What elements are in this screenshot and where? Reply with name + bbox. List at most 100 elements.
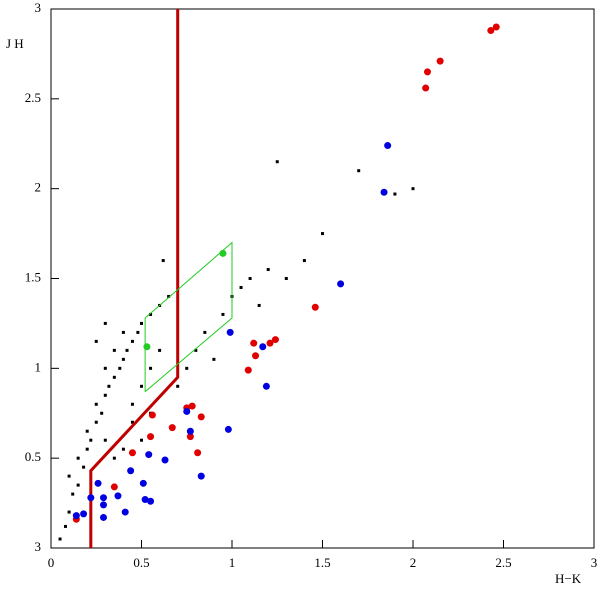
star-point [262,382,270,390]
plot-frame [50,8,595,549]
star-point [80,510,88,518]
star-point [380,188,388,196]
x-tick-label: 3 [591,555,598,570]
star-point [244,366,252,374]
star-point [487,27,495,35]
x-tick-label: 1 [229,555,236,570]
field-point [136,330,140,334]
star-point [121,508,129,516]
star-point [194,449,202,457]
star-point [110,483,118,491]
field-point [302,259,306,263]
star-point [423,68,431,76]
star-point [128,449,136,457]
field-point [140,321,143,325]
field-point [103,321,107,325]
field-point [103,438,107,442]
field-point [112,348,116,352]
star-point [266,339,274,347]
star-point [143,343,151,351]
field-point [185,366,189,370]
field-point [121,330,125,334]
y-axis-label: J H [6,36,24,51]
boundary-line [144,241,233,393]
x-axis-label: H−K [555,571,582,586]
field-point [167,294,171,298]
field-point [76,483,80,487]
x-tick-label: 0.5 [133,555,149,570]
field-point [63,524,67,528]
field-point [103,393,107,397]
star-point [226,328,234,336]
field-point [212,357,216,361]
field-point [94,339,98,343]
star-point [259,343,267,351]
star-point [168,424,176,432]
x-tick-label: 1.5 [314,555,330,570]
y-tick-label: 2.5 [25,90,41,105]
field-point [239,285,243,289]
field-point [130,402,134,406]
star-point [145,451,153,459]
field-point [130,339,134,343]
y-tick-label: 0.5 [25,449,41,464]
star-point [94,479,102,487]
star-point [337,280,345,288]
field-point [411,187,415,191]
star-point [99,494,107,502]
field-point [130,420,134,424]
y-tick-label: 2 [35,180,42,195]
star-point [114,492,122,500]
star-point [186,433,194,441]
field-point [112,375,116,379]
field-point [112,456,116,460]
field-point [140,438,143,442]
x-tick-label: 2.5 [495,555,511,570]
field-point [85,447,89,451]
field-point [94,420,98,424]
field-point [221,312,225,316]
y-tick-label: 1 [35,359,42,374]
field-point [82,465,86,469]
x-tick-label: 0 [48,555,55,570]
field-point [94,402,98,406]
field-point [140,384,143,388]
field-point [149,312,153,316]
field-point [161,259,165,263]
field-point [85,429,89,433]
field-point [357,169,361,173]
star-point [148,411,156,419]
star-point [147,433,155,441]
field-point [71,492,75,496]
field-point [103,366,107,370]
field-point [284,277,288,280]
field-point [257,303,261,307]
star-point [99,513,107,521]
field-point [100,411,104,415]
field-point [321,232,324,236]
field-point [176,384,180,388]
field-point [121,357,125,361]
field-point [194,348,198,352]
y-tick-label: 1.5 [25,269,41,284]
field-point [266,268,270,272]
star-point [183,407,191,415]
y-tick-label: 3 [35,539,42,554]
star-point [252,352,260,360]
field-point [149,366,153,370]
star-point [271,336,279,344]
field-point [76,456,80,460]
star-point [161,456,169,464]
star-point [384,142,392,150]
field-point [203,330,207,334]
field-point [275,160,279,164]
star-point [72,512,80,520]
field-point [125,348,129,352]
star-point [422,84,430,92]
y-tick-label: 3 [35,0,42,15]
field-point [118,366,122,370]
field-point [393,192,397,196]
field-point [89,438,93,442]
